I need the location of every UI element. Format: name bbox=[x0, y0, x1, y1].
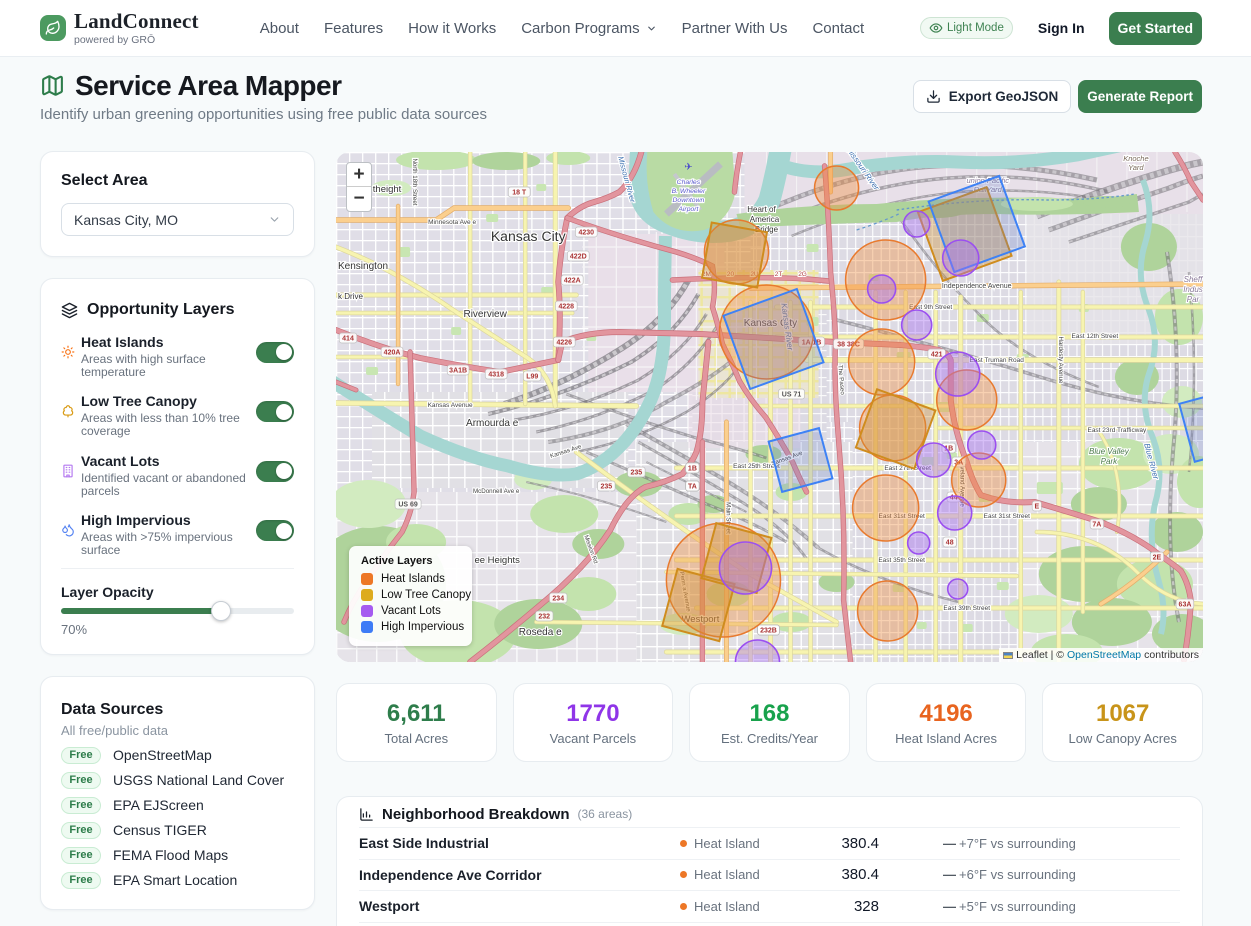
svg-text:Minnesota Ave e: Minnesota Ave e bbox=[428, 219, 476, 226]
svg-text:4226: 4226 bbox=[556, 340, 572, 347]
svg-text:B. Wheeler: B. Wheeler bbox=[672, 188, 706, 195]
svg-text:1B: 1B bbox=[688, 466, 697, 473]
svg-text:4230: 4230 bbox=[578, 230, 594, 237]
svg-text:East 39th Street: East 39th Street bbox=[943, 605, 990, 612]
svg-text:232: 232 bbox=[538, 614, 550, 621]
svg-text:420A: 420A bbox=[384, 350, 401, 357]
svg-text:232B: 232B bbox=[760, 628, 777, 635]
svg-text:3A: 3A bbox=[954, 460, 963, 467]
svg-text:Airport: Airport bbox=[677, 206, 699, 213]
svg-text:1B: 1B bbox=[944, 446, 953, 453]
svg-text:422D: 422D bbox=[570, 254, 587, 261]
svg-text:East Truman Road: East Truman Road bbox=[970, 357, 1025, 364]
svg-text:18 T: 18 T bbox=[512, 190, 527, 197]
svg-text:Kansas City: Kansas City bbox=[491, 228, 566, 244]
svg-text:Knoche: Knoche bbox=[1123, 154, 1148, 163]
svg-text:Charles: Charles bbox=[677, 179, 701, 186]
svg-text:2T: 2T bbox=[775, 271, 783, 278]
svg-text:Roseda e: Roseda e bbox=[519, 627, 562, 638]
svg-text:Armourda e: Armourda e bbox=[466, 418, 519, 429]
svg-text:3A1B: 3A1B bbox=[449, 368, 467, 375]
svg-text:East 25th Street: East 25th Street bbox=[733, 463, 780, 470]
svg-text:Downtown: Downtown bbox=[673, 197, 705, 204]
svg-text:Independence Avenue: Independence Avenue bbox=[942, 283, 1012, 290]
svg-text:E: E bbox=[1034, 504, 1039, 511]
svg-text:Park: Park bbox=[1101, 457, 1118, 466]
svg-text:US 71: US 71 bbox=[782, 392, 802, 399]
svg-text:Blue Valley: Blue Valley bbox=[1089, 447, 1130, 456]
svg-text:Westport: Westport bbox=[681, 614, 719, 625]
svg-text:2U: 2U bbox=[750, 271, 759, 278]
svg-text:422A: 422A bbox=[564, 278, 581, 285]
svg-text:TA: TA bbox=[688, 484, 697, 491]
svg-text:48: 48 bbox=[946, 540, 954, 547]
svg-text:1A 1B: 1A 1B bbox=[802, 340, 822, 347]
svg-text:US 69: US 69 bbox=[398, 502, 418, 509]
svg-text:2E: 2E bbox=[1153, 555, 1162, 562]
svg-text:Cleveland Avenue: Cleveland Avenue bbox=[959, 457, 966, 507]
svg-text:East 12th Street: East 12th Street bbox=[1072, 333, 1119, 340]
svg-text:Hardesty Avenue: Hardesty Avenue bbox=[1057, 337, 1064, 385]
svg-text:4228: 4228 bbox=[558, 304, 574, 311]
svg-text:Main Street: Main Street bbox=[724, 502, 731, 534]
svg-text:theight: theight bbox=[373, 184, 402, 195]
svg-text:East 27th Street: East 27th Street bbox=[884, 465, 931, 472]
svg-text:East 35th Street: East 35th Street bbox=[878, 557, 925, 564]
svg-text:East 23rd Trafficway: East 23rd Trafficway bbox=[1087, 427, 1147, 434]
svg-text:East 9th Street: East 9th Street bbox=[909, 304, 952, 311]
svg-text:Riverview: Riverview bbox=[463, 309, 507, 320]
svg-text:Heart of: Heart of bbox=[747, 205, 776, 214]
svg-text:20: 20 bbox=[727, 271, 735, 278]
svg-text:North 18th Street: North 18th Street bbox=[411, 158, 418, 205]
svg-text:7A: 7A bbox=[1092, 522, 1101, 529]
svg-text:East 31st Street: East 31st Street bbox=[879, 513, 925, 520]
svg-text:63A: 63A bbox=[1179, 602, 1192, 609]
svg-text:East 31st Street: East 31st Street bbox=[984, 513, 1030, 520]
svg-text:Kensington: Kensington bbox=[338, 261, 388, 272]
svg-text:Sheff: Sheff bbox=[1184, 275, 1203, 284]
svg-text:2M: 2M bbox=[702, 271, 711, 278]
svg-text:421: 421 bbox=[931, 352, 943, 359]
svg-text:✈: ✈ bbox=[684, 162, 692, 173]
svg-text:235: 235 bbox=[630, 470, 642, 477]
svg-text:235: 235 bbox=[600, 484, 612, 491]
svg-text:Yard: Yard bbox=[1128, 163, 1144, 172]
svg-text:k Drive: k Drive bbox=[338, 292, 363, 301]
svg-text:Bridge: Bridge bbox=[755, 225, 779, 234]
svg-text:414: 414 bbox=[342, 336, 354, 343]
svg-text:2G: 2G bbox=[798, 271, 807, 278]
svg-text:4318: 4318 bbox=[488, 372, 504, 379]
svg-text:L99: L99 bbox=[526, 374, 538, 381]
svg-text:Kansas Avenue: Kansas Avenue bbox=[428, 402, 473, 409]
svg-text:America: America bbox=[750, 215, 780, 224]
svg-text:Indus: Indus bbox=[1183, 285, 1203, 294]
svg-text:Kansas City: Kansas City bbox=[744, 318, 797, 329]
svg-text:McDonnell Ave e: McDonnell Ave e bbox=[473, 488, 520, 495]
svg-text:The Paseo: The Paseo bbox=[836, 365, 846, 396]
svg-text:234: 234 bbox=[552, 596, 564, 603]
svg-text:38 38C: 38 38C bbox=[837, 342, 860, 349]
svg-text:44: 44 bbox=[950, 495, 958, 502]
svg-text:Par: Par bbox=[1187, 295, 1200, 304]
svg-text:ee Heights: ee Heights bbox=[474, 555, 520, 566]
